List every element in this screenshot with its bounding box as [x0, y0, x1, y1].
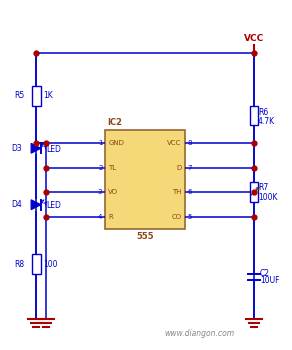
- Bar: [249, 182, 258, 202]
- Bar: [32, 86, 41, 106]
- Bar: [105, 131, 185, 230]
- Text: D3: D3: [11, 144, 22, 153]
- Text: 8: 8: [187, 140, 192, 146]
- Text: TH: TH: [172, 189, 182, 195]
- Text: 10UF: 10UF: [260, 276, 279, 286]
- Text: R: R: [108, 214, 113, 220]
- Polygon shape: [31, 200, 41, 210]
- Text: CO: CO: [171, 214, 182, 220]
- Text: www.diangon.com: www.diangon.com: [164, 329, 234, 338]
- Text: GND: GND: [108, 140, 124, 146]
- Text: 5: 5: [187, 214, 192, 220]
- Text: R6: R6: [258, 108, 268, 117]
- Text: VCC: VCC: [167, 140, 182, 146]
- Bar: [32, 254, 41, 274]
- Text: 100: 100: [43, 260, 58, 269]
- Text: 4: 4: [98, 214, 102, 220]
- Text: D: D: [176, 164, 182, 170]
- Text: 1K: 1K: [43, 91, 53, 100]
- Text: LED: LED: [46, 201, 61, 210]
- Text: TL: TL: [108, 164, 117, 170]
- Text: D4: D4: [11, 200, 22, 209]
- Text: 4.7K: 4.7K: [258, 117, 275, 126]
- Text: VO: VO: [108, 189, 118, 195]
- Text: LED: LED: [46, 145, 61, 154]
- Text: VCC: VCC: [244, 34, 264, 43]
- Text: 555: 555: [136, 232, 154, 241]
- Text: R5: R5: [14, 91, 24, 100]
- Text: 7: 7: [187, 164, 192, 170]
- Text: 1: 1: [98, 140, 102, 146]
- Bar: [249, 106, 258, 126]
- Text: 100K: 100K: [258, 193, 277, 202]
- Text: C2: C2: [260, 268, 270, 278]
- Text: 2: 2: [98, 164, 102, 170]
- Text: 6: 6: [187, 189, 192, 195]
- Text: R8: R8: [14, 260, 24, 269]
- Text: R7: R7: [258, 183, 268, 192]
- Polygon shape: [31, 143, 41, 153]
- Text: 3: 3: [98, 189, 102, 195]
- Text: IC2: IC2: [107, 118, 122, 127]
